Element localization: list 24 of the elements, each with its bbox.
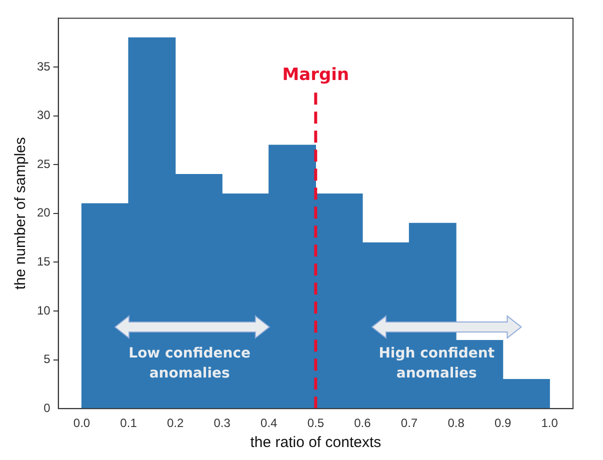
x-tick-label: 0.6 [354, 416, 372, 430]
y-axis-title: the number of samples [12, 137, 30, 290]
x-tick-label: 0.4 [260, 416, 278, 430]
x-tick-label: 0.1 [120, 416, 138, 430]
y-tick-label: 30 [36, 108, 51, 122]
annotation: Low confidence anomalies [128, 345, 251, 382]
x-tick-label: 0.3 [214, 416, 231, 430]
y-tick-label: 5 [44, 352, 51, 366]
x-tick-label: 0.9 [494, 416, 512, 430]
x-tick-label: 0.5 [307, 416, 324, 430]
x-axis-title: the ratio of contexts [250, 434, 382, 452]
y-tick-label: 20 [36, 206, 51, 220]
y-tick-label: 15 [36, 254, 51, 269]
x-tick-label: 0.8 [448, 416, 465, 430]
y-tick-label: 25 [36, 156, 51, 171]
x-tick-label: 0.0 [73, 416, 90, 430]
x-tick-label: 0.7 [400, 416, 418, 430]
y-tick-label: 0 [44, 400, 51, 415]
y-tick-label: 10 [36, 303, 51, 318]
ref-line-label: Margin [282, 65, 350, 86]
y-tick-label: 35 [36, 59, 51, 74]
x-tick-label: 0.2 [166, 416, 184, 430]
annotation: High confident anomalies [378, 345, 495, 382]
x-tick-label: 1.0 [541, 416, 558, 430]
